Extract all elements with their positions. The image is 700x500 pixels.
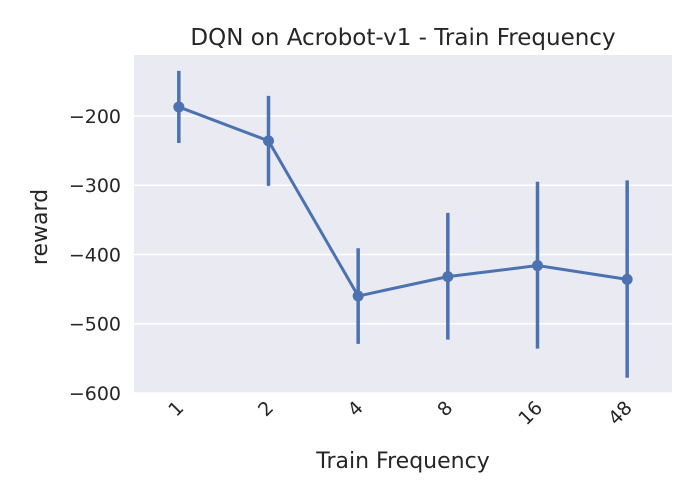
y-tick-label: −400 bbox=[69, 244, 121, 266]
series-line bbox=[178, 105, 628, 298]
y-tick-label: −300 bbox=[69, 175, 121, 197]
x-tick-label: 16 bbox=[514, 397, 547, 430]
data-point bbox=[532, 260, 543, 272]
chart-title: DQN on Acrobot-v1 - Train Frequency bbox=[190, 25, 615, 51]
y-tick-labels: −200 −300 −400 −500 −600 bbox=[69, 106, 121, 405]
x-tick-label: 4 bbox=[344, 397, 368, 421]
data-point bbox=[442, 271, 454, 283]
data-points bbox=[173, 101, 633, 302]
data-point bbox=[173, 101, 185, 113]
x-tick-labels: 1 2 4 8 16 48 bbox=[164, 397, 636, 430]
y-tick-label: −500 bbox=[69, 314, 121, 336]
data-point bbox=[263, 135, 274, 147]
x-tick-label: 1 bbox=[164, 397, 188, 421]
y-tick-label: −600 bbox=[69, 383, 121, 405]
x-tick-label: 48 bbox=[604, 397, 637, 430]
x-axis-label: Train Frequency bbox=[315, 449, 489, 474]
plot-area bbox=[134, 55, 672, 393]
data-point bbox=[621, 273, 633, 285]
y-tick-label: −200 bbox=[69, 106, 121, 128]
x-tick-label: 2 bbox=[254, 397, 278, 421]
y-axis-label: reward bbox=[28, 189, 53, 265]
x-tick-label: 8 bbox=[433, 397, 457, 421]
gridlines bbox=[134, 115, 672, 394]
data-point bbox=[352, 290, 364, 302]
